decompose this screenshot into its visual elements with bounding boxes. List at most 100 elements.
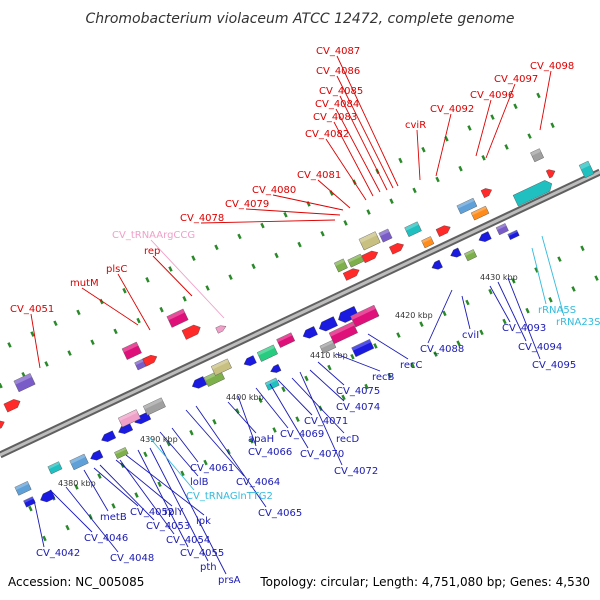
gene-label[interactable]: CV_4083 [313, 112, 357, 123]
tick-dot [42, 535, 47, 542]
tick-dot [433, 351, 438, 357]
gene-arrow [478, 231, 492, 242]
leader-line [335, 108, 381, 193]
leader-line [195, 405, 267, 508]
tick-dot [580, 245, 585, 252]
leader-line [171, 427, 199, 463]
gene-label[interactable]: CV_4078 [180, 213, 224, 224]
gene-label[interactable]: CV_4064 [236, 477, 280, 488]
tick-dot [557, 256, 562, 262]
tick-dot [479, 329, 484, 336]
gene-label[interactable]: CV_4052 [130, 507, 174, 518]
leader-line [83, 469, 109, 512]
gene-label[interactable]: CV_4055 [180, 548, 224, 559]
gene-label[interactable]: ipk [196, 516, 211, 527]
tick-dot [481, 155, 486, 161]
gene-label[interactable]: CV_4081 [297, 170, 341, 181]
gene-label[interactable]: lolB [190, 477, 209, 488]
gene-label[interactable]: CV_4070 [300, 449, 344, 460]
leader-line [317, 361, 345, 386]
gene-label[interactable]: recD [336, 434, 360, 445]
tick-dot [419, 321, 424, 328]
tick-dot [373, 343, 378, 349]
gene-label[interactable]: CV_4075 [336, 386, 380, 397]
gene-label[interactable]: CV_4098 [530, 61, 574, 72]
gene-label[interactable]: CV_tRNAArgCCG [112, 230, 195, 241]
gene-arrow [545, 169, 556, 179]
gene-label[interactable]: CV_4065 [258, 508, 302, 519]
gene-label[interactable]: metB [100, 512, 127, 523]
gene-label[interactable]: CV_4054 [166, 535, 210, 546]
kbp-tick-labels: 4380 kbp 4390 kbp 4400 kbp 4410 kbp 4420 kbp… [58, 273, 518, 488]
gene-block [470, 205, 490, 221]
gene-label[interactable]: CV_4079 [225, 199, 269, 210]
tick-dot [237, 233, 242, 240]
gene-label[interactable]: CV_4093 [502, 323, 546, 334]
gene-block [69, 453, 89, 471]
gene-arrow [450, 247, 462, 258]
tick-dot [274, 252, 279, 259]
tick-dot [364, 383, 369, 390]
gene-label[interactable]: prsA [218, 575, 241, 586]
tick-dot [525, 307, 530, 314]
gene-arrow [302, 326, 318, 339]
gene-label[interactable]: CV_4074 [336, 402, 380, 413]
tick-dot [67, 350, 72, 356]
gene-label[interactable]: rRNA5S [538, 305, 576, 316]
gene-arrow [480, 188, 492, 198]
gene-label[interactable]: CV_4085 [319, 86, 363, 97]
gene-block [121, 341, 142, 360]
gene-label[interactable]: CV_4051 [10, 304, 54, 315]
leader-line [49, 489, 93, 533]
gene-label[interactable]: CV_4072 [334, 466, 378, 477]
gene-label[interactable]: CV_4082 [305, 129, 349, 140]
tick-dot [30, 331, 35, 337]
gene-label[interactable]: CV_4071 [304, 416, 348, 427]
gene-label[interactable]: CV_4046 [84, 533, 128, 544]
gene-arrow [40, 489, 56, 503]
tick-dot [410, 362, 415, 368]
gene-label[interactable]: apaH [248, 434, 274, 445]
tick-dot [458, 165, 463, 172]
gene-label[interactable]: CV_4042 [36, 548, 80, 559]
gene-label[interactable]: CV_4092 [430, 104, 474, 115]
gene-label[interactable]: CV_4053 [146, 521, 190, 532]
gene-label[interactable]: CV_4095 [532, 360, 576, 371]
gene-label[interactable]: CV_4088 [420, 344, 464, 355]
gene-label[interactable]: rRNA23S [556, 317, 600, 328]
gene-label[interactable]: CV_4087 [316, 46, 360, 57]
gene-label[interactable]: CV_4066 [248, 447, 292, 458]
gene-label[interactable]: rplY [164, 507, 184, 518]
gene-label[interactable]: CV_4097 [494, 74, 538, 85]
gene-label[interactable]: pth [200, 562, 217, 573]
gene-label[interactable]: CV_4086 [316, 66, 360, 77]
gene-label[interactable]: CV_4061 [190, 463, 234, 474]
tick-dot [341, 394, 346, 401]
gene-label[interactable]: rep [144, 246, 160, 257]
leader-line [30, 313, 41, 369]
gene-label[interactable]: CV_4096 [470, 90, 514, 101]
gene-label[interactable]: plsC [106, 264, 127, 275]
gene-label[interactable]: CV_4080 [252, 185, 296, 196]
gene-label[interactable]: recC [400, 360, 423, 371]
kbp-tick-label: 4380 kbp [58, 479, 96, 488]
tick-dot [111, 503, 116, 509]
tick-dot [412, 187, 417, 194]
gene-label[interactable]: CV_4069 [280, 429, 324, 440]
tick-dot [283, 211, 288, 218]
gene-label[interactable]: mutM [70, 278, 99, 289]
leader-line [299, 371, 343, 466]
gene-label[interactable]: CV_4084 [315, 99, 359, 110]
tick-dot [550, 122, 555, 129]
leader-line [245, 208, 341, 216]
gene-block [13, 373, 36, 393]
gene-label[interactable]: cviR [405, 120, 426, 131]
gene-label[interactable]: recB [372, 372, 395, 383]
gene-label[interactable]: CV_4094 [518, 342, 562, 353]
tick-dot [297, 241, 302, 248]
gene-label[interactable]: CV_tRNAGlnTTG2 [186, 491, 273, 502]
leader-line [333, 121, 374, 197]
leader-line [336, 75, 394, 189]
gene-label[interactable]: CV_4048 [110, 553, 154, 564]
gene-label[interactable]: cviI [462, 330, 479, 341]
